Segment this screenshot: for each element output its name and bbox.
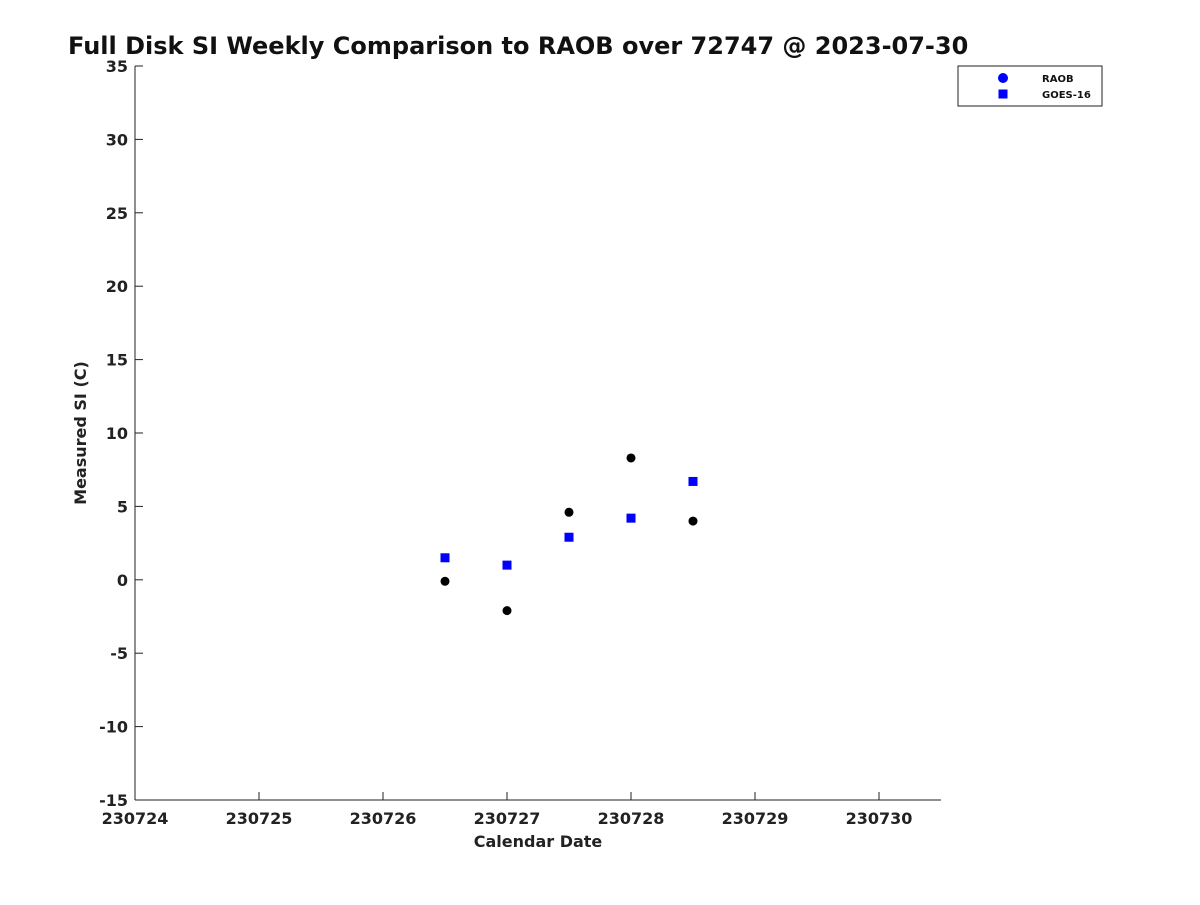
x-tick-label: 230729 bbox=[722, 809, 789, 828]
y-axis-label: Measured SI (C) bbox=[71, 361, 90, 505]
y-tick-label: 25 bbox=[106, 204, 128, 223]
x-ticks: 230724 230725 230726 230727 230728 230729 2307… bbox=[102, 792, 913, 828]
legend-marker-goes-16 bbox=[998, 89, 1008, 99]
x-tick-label: 230724 bbox=[102, 809, 169, 828]
legend-label-goes-16: GOES-16 bbox=[1042, 90, 1091, 101]
legend: RAOB GOES-16 bbox=[957, 65, 1103, 107]
x-tick-label: 230730 bbox=[846, 809, 913, 828]
x-tick-label: 230727 bbox=[474, 809, 541, 828]
legend-marker-raob bbox=[998, 73, 1008, 83]
y-tick-label: -15 bbox=[99, 791, 128, 810]
goes-16-point bbox=[502, 560, 512, 570]
x-tick-label: 230725 bbox=[226, 809, 293, 828]
y-ticks: -15 -10 -5 0 5 10 15 20 25 30 35 bbox=[99, 57, 143, 810]
legend-label-raob: RAOB bbox=[1042, 74, 1074, 85]
x-tick-label: 230728 bbox=[598, 809, 665, 828]
raob-point bbox=[502, 606, 512, 616]
y-tick-label: 0 bbox=[117, 571, 128, 590]
goes-16-point bbox=[440, 553, 450, 563]
y-tick-label: 5 bbox=[117, 497, 128, 516]
data-points bbox=[440, 453, 698, 616]
raob-point bbox=[564, 507, 574, 517]
raob-point bbox=[440, 576, 450, 586]
x-tick-label: 230726 bbox=[350, 809, 417, 828]
chart-title: Full Disk SI Weekly Comparison to RAOB o… bbox=[68, 32, 968, 60]
y-tick-label: 35 bbox=[106, 57, 128, 76]
goes-16-point bbox=[626, 513, 636, 523]
y-tick-label: 30 bbox=[106, 130, 128, 149]
y-tick-label: 15 bbox=[106, 351, 128, 370]
y-tick-label: 10 bbox=[106, 424, 128, 443]
goes-16-point bbox=[688, 476, 698, 486]
legend-box bbox=[957, 65, 1103, 107]
y-tick-label: 20 bbox=[106, 277, 128, 296]
raob-point bbox=[626, 453, 636, 463]
raob-point bbox=[688, 516, 698, 526]
y-tick-label: -10 bbox=[99, 718, 128, 737]
y-tick-label: -5 bbox=[110, 644, 128, 663]
goes-16-point bbox=[564, 532, 574, 542]
x-axis-label: Calendar Date bbox=[474, 832, 603, 851]
